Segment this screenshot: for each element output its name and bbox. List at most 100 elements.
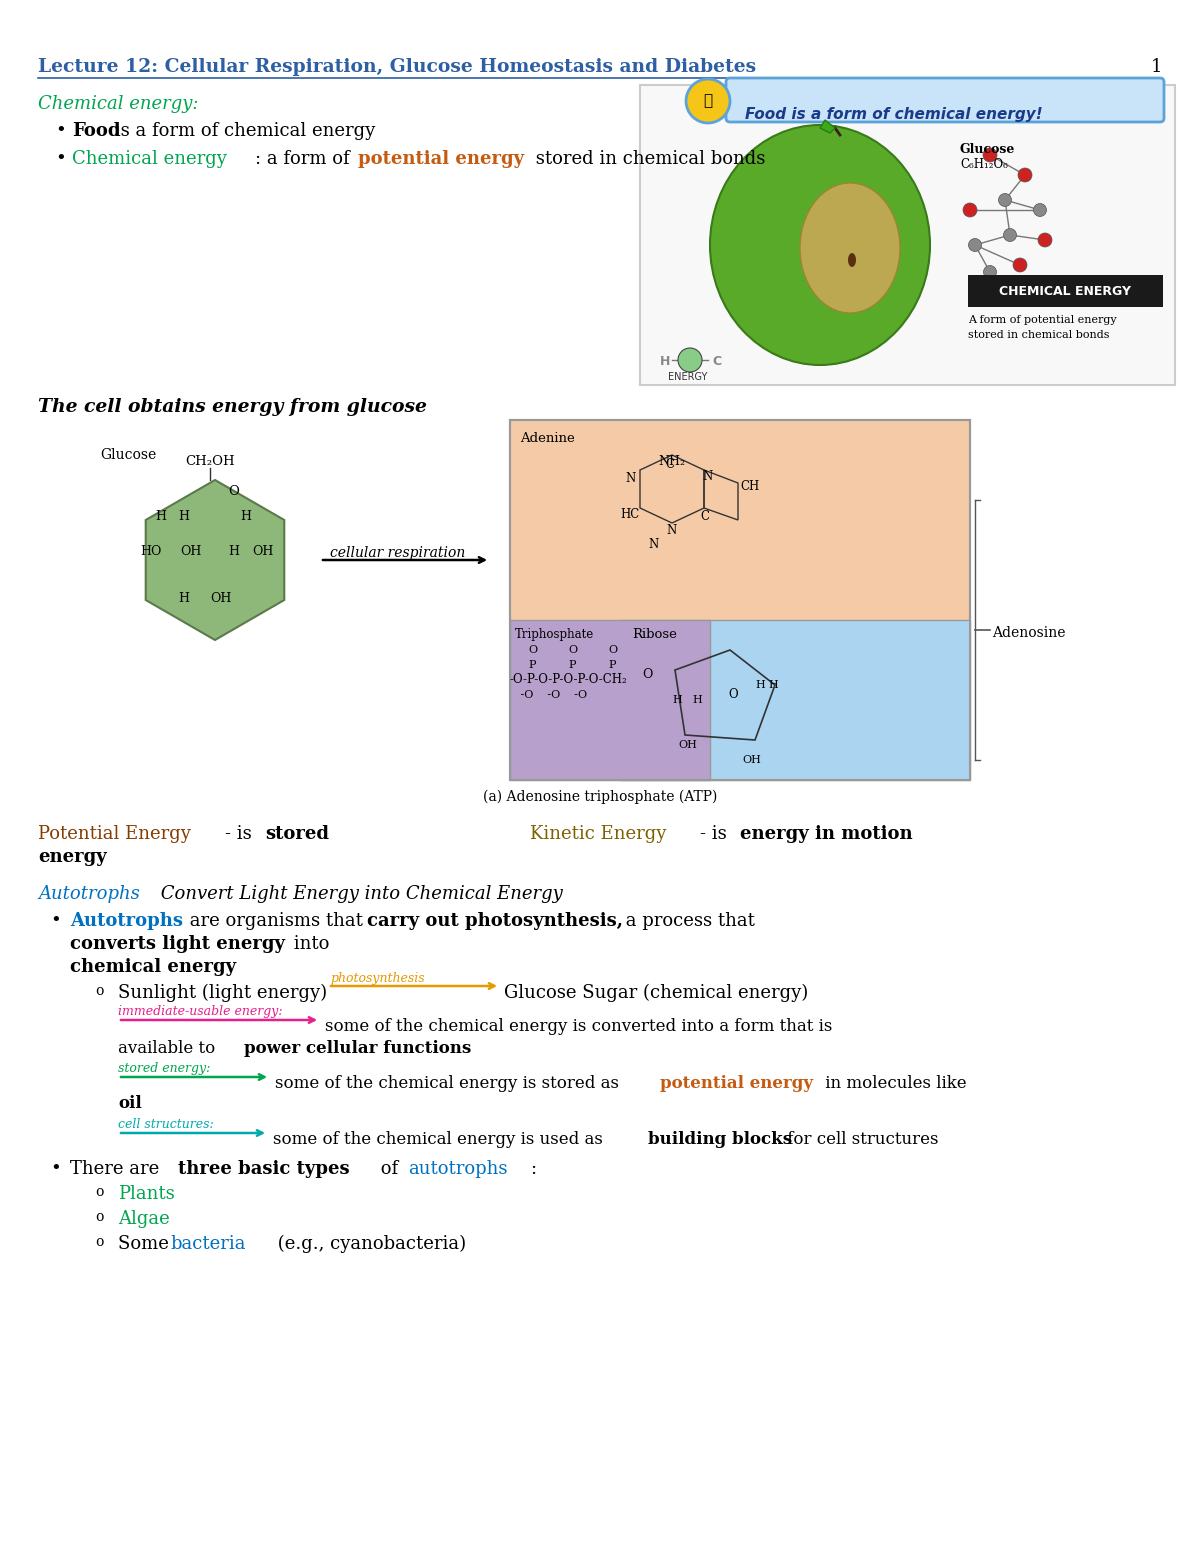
Circle shape bbox=[964, 203, 977, 217]
Text: (a) Adenosine triphosphate (ATP): (a) Adenosine triphosphate (ATP) bbox=[482, 790, 718, 804]
Text: •: • bbox=[50, 912, 61, 930]
Polygon shape bbox=[820, 120, 835, 134]
Text: OH: OH bbox=[210, 592, 232, 606]
Text: OH: OH bbox=[742, 755, 761, 766]
Circle shape bbox=[968, 239, 982, 252]
Text: three basic types: three basic types bbox=[178, 1160, 349, 1179]
Text: o: o bbox=[95, 1210, 103, 1224]
Text: Plants: Plants bbox=[118, 1185, 175, 1204]
Text: Ribose: Ribose bbox=[632, 627, 677, 641]
Bar bbox=[968, 275, 1163, 307]
Text: photosynthesis: photosynthesis bbox=[330, 972, 425, 985]
Text: 💡: 💡 bbox=[703, 93, 713, 109]
Text: H: H bbox=[768, 680, 778, 690]
Text: H: H bbox=[240, 509, 251, 523]
Text: O: O bbox=[228, 485, 239, 499]
Text: :: : bbox=[530, 1160, 536, 1179]
Text: •: • bbox=[55, 151, 66, 168]
Text: H: H bbox=[660, 356, 671, 368]
Bar bbox=[510, 419, 970, 780]
Text: C: C bbox=[712, 356, 721, 368]
Text: H: H bbox=[178, 592, 190, 606]
Text: is a form of chemical energy: is a form of chemical energy bbox=[109, 123, 376, 140]
Text: Triphosphate: Triphosphate bbox=[515, 627, 594, 641]
Text: Glucose Sugar (chemical energy): Glucose Sugar (chemical energy) bbox=[504, 985, 809, 1002]
Text: Potential Energy: Potential Energy bbox=[38, 825, 191, 843]
Text: Adenine: Adenine bbox=[520, 432, 575, 446]
Text: C₆H₁₂O₆: C₆H₁₂O₆ bbox=[960, 158, 1008, 171]
Text: HO: HO bbox=[140, 545, 161, 558]
Text: H: H bbox=[755, 680, 764, 690]
Text: carry out photosynthesis,: carry out photosynthesis, bbox=[367, 912, 623, 930]
Text: o: o bbox=[95, 1185, 103, 1199]
Text: There are: There are bbox=[70, 1160, 166, 1179]
Circle shape bbox=[984, 266, 996, 278]
Text: Autotrophs: Autotrophs bbox=[70, 912, 182, 930]
Text: some of the chemical energy is stored as: some of the chemical energy is stored as bbox=[275, 1075, 624, 1092]
Text: -O    -O    -O: -O -O -O bbox=[510, 690, 587, 700]
Text: 1: 1 bbox=[1151, 57, 1162, 76]
Text: for cell structures: for cell structures bbox=[782, 1131, 938, 1148]
Text: NH₂: NH₂ bbox=[659, 455, 685, 467]
Text: immediate-usable energy:: immediate-usable energy: bbox=[118, 1005, 283, 1019]
Text: O: O bbox=[728, 688, 738, 700]
Text: H: H bbox=[672, 696, 682, 705]
Ellipse shape bbox=[710, 124, 930, 365]
Text: H: H bbox=[228, 545, 239, 558]
Text: of: of bbox=[374, 1160, 404, 1179]
Circle shape bbox=[678, 348, 702, 373]
Text: P: P bbox=[528, 660, 535, 669]
Text: o: o bbox=[95, 1235, 103, 1249]
Text: Glucose: Glucose bbox=[960, 143, 1015, 155]
Text: in molecules like: in molecules like bbox=[820, 1075, 967, 1092]
Text: chemical energy: chemical energy bbox=[70, 958, 236, 975]
Circle shape bbox=[983, 148, 997, 162]
Circle shape bbox=[1003, 228, 1016, 242]
Circle shape bbox=[998, 194, 1012, 207]
Text: Chemical energy:: Chemical energy: bbox=[38, 95, 198, 113]
Text: converts light energy: converts light energy bbox=[70, 935, 286, 954]
Text: CH₂OH: CH₂OH bbox=[185, 455, 235, 467]
Circle shape bbox=[686, 79, 730, 123]
Text: - is: - is bbox=[700, 825, 732, 843]
Text: are organisms that: are organisms that bbox=[184, 912, 368, 930]
Text: C: C bbox=[665, 458, 674, 471]
Text: HC: HC bbox=[620, 508, 640, 520]
Text: potential energy: potential energy bbox=[660, 1075, 814, 1092]
Text: some of the chemical energy is used as: some of the chemical energy is used as bbox=[274, 1131, 608, 1148]
Text: o: o bbox=[95, 985, 103, 999]
Text: OH: OH bbox=[678, 739, 697, 750]
Text: N: N bbox=[648, 537, 659, 551]
Bar bbox=[510, 419, 970, 780]
Text: O: O bbox=[608, 644, 617, 655]
Text: : a form of: : a form of bbox=[256, 151, 355, 168]
Text: -O-P-O-P-O-P-O-CH₂: -O-P-O-P-O-P-O-CH₂ bbox=[510, 672, 628, 686]
Text: N: N bbox=[625, 472, 635, 485]
Text: into: into bbox=[288, 935, 329, 954]
Text: Sunlight (light energy): Sunlight (light energy) bbox=[118, 985, 332, 1002]
FancyBboxPatch shape bbox=[726, 78, 1164, 123]
Ellipse shape bbox=[800, 183, 900, 314]
Text: H: H bbox=[692, 696, 702, 705]
Text: Lecture 12: Cellular Respiration, Glucose Homeostasis and Diabetes: Lecture 12: Cellular Respiration, Glucos… bbox=[38, 57, 756, 76]
Text: potential energy: potential energy bbox=[358, 151, 524, 168]
Text: oil: oil bbox=[118, 1095, 142, 1112]
Circle shape bbox=[1013, 258, 1027, 272]
Text: •: • bbox=[50, 1160, 61, 1179]
Text: Kinetic Energy: Kinetic Energy bbox=[530, 825, 666, 843]
Text: P: P bbox=[608, 660, 616, 669]
Text: Food is a form of chemical energy!: Food is a form of chemical energy! bbox=[745, 107, 1043, 123]
Text: some of the chemical energy is converted into a form that is: some of the chemical energy is converted… bbox=[325, 1019, 833, 1034]
Text: energy: energy bbox=[38, 848, 107, 867]
Text: Adenosine: Adenosine bbox=[992, 626, 1066, 640]
Text: stored in chemical bonds: stored in chemical bonds bbox=[968, 329, 1110, 340]
Text: CH: CH bbox=[740, 480, 760, 492]
Bar bbox=[640, 85, 1175, 385]
Text: H: H bbox=[178, 509, 190, 523]
Text: Glucose: Glucose bbox=[100, 447, 156, 461]
Bar bbox=[510, 620, 710, 780]
Circle shape bbox=[1033, 203, 1046, 216]
Text: building blocks: building blocks bbox=[648, 1131, 792, 1148]
Text: CHEMICAL ENERGY: CHEMICAL ENERGY bbox=[998, 286, 1132, 298]
Text: autotrophs: autotrophs bbox=[408, 1160, 508, 1179]
